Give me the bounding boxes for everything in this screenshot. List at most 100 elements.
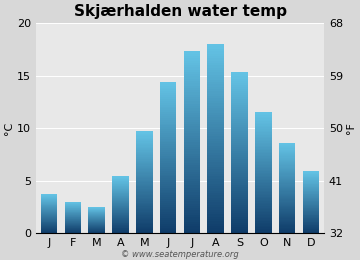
- Bar: [160, 144, 176, 146]
- Bar: [160, 178, 176, 180]
- Bar: [112, 217, 129, 218]
- Bar: [279, 213, 296, 214]
- Bar: [231, 197, 248, 199]
- Bar: [279, 160, 296, 161]
- Bar: [255, 149, 272, 150]
- Y-axis label: °F: °F: [346, 122, 356, 134]
- Bar: [303, 185, 319, 186]
- Bar: [136, 133, 153, 134]
- Bar: [160, 97, 176, 99]
- Bar: [207, 200, 224, 203]
- Bar: [255, 230, 272, 232]
- Bar: [184, 174, 200, 176]
- Bar: [112, 197, 129, 198]
- Bar: [303, 177, 319, 178]
- Bar: [255, 224, 272, 226]
- Bar: [160, 95, 176, 97]
- Bar: [112, 227, 129, 228]
- Bar: [64, 224, 81, 225]
- Bar: [279, 210, 296, 211]
- Bar: [255, 191, 272, 192]
- Bar: [279, 197, 296, 198]
- Bar: [231, 203, 248, 205]
- Bar: [279, 174, 296, 176]
- Bar: [279, 179, 296, 180]
- Bar: [184, 135, 200, 138]
- Bar: [279, 184, 296, 185]
- Bar: [160, 158, 176, 159]
- Bar: [160, 86, 176, 88]
- Bar: [255, 125, 272, 126]
- Bar: [255, 204, 272, 206]
- Bar: [64, 230, 81, 231]
- Bar: [303, 181, 319, 182]
- Bar: [160, 89, 176, 91]
- Bar: [279, 165, 296, 167]
- Bar: [279, 212, 296, 213]
- Bar: [160, 112, 176, 114]
- Bar: [255, 226, 272, 227]
- Bar: [231, 153, 248, 155]
- Bar: [279, 185, 296, 186]
- Bar: [231, 95, 248, 96]
- Bar: [255, 206, 272, 207]
- Bar: [184, 185, 200, 188]
- Bar: [255, 150, 272, 152]
- Bar: [41, 209, 57, 210]
- Bar: [207, 141, 224, 143]
- Bar: [184, 229, 200, 231]
- Bar: [160, 218, 176, 220]
- Bar: [207, 198, 224, 200]
- Bar: [279, 206, 296, 207]
- Bar: [231, 101, 248, 103]
- Bar: [88, 207, 105, 208]
- Bar: [88, 229, 105, 230]
- Bar: [160, 127, 176, 129]
- Bar: [136, 154, 153, 155]
- Bar: [207, 151, 224, 153]
- Bar: [112, 194, 129, 195]
- Bar: [136, 186, 153, 187]
- Bar: [279, 225, 296, 226]
- Bar: [88, 222, 105, 223]
- Bar: [303, 173, 319, 174]
- Bar: [231, 209, 248, 211]
- Bar: [303, 229, 319, 230]
- Bar: [255, 200, 272, 202]
- Bar: [231, 96, 248, 99]
- Bar: [255, 168, 272, 170]
- Bar: [207, 203, 224, 205]
- Bar: [112, 213, 129, 214]
- Bar: [136, 166, 153, 167]
- Bar: [184, 129, 200, 131]
- Bar: [231, 225, 248, 227]
- Bar: [279, 170, 296, 171]
- Bar: [184, 126, 200, 129]
- Bar: [160, 173, 176, 174]
- Bar: [88, 210, 105, 211]
- Bar: [112, 229, 129, 230]
- Bar: [279, 189, 296, 190]
- Bar: [207, 132, 224, 134]
- Bar: [184, 122, 200, 124]
- Bar: [160, 226, 176, 228]
- Bar: [184, 215, 200, 217]
- Bar: [255, 188, 272, 189]
- Bar: [279, 203, 296, 204]
- Bar: [112, 178, 129, 179]
- Bar: [136, 192, 153, 194]
- Bar: [41, 223, 57, 224]
- Bar: [41, 216, 57, 217]
- Bar: [207, 224, 224, 226]
- Bar: [231, 221, 248, 223]
- Bar: [136, 134, 153, 135]
- Bar: [255, 185, 272, 186]
- Bar: [64, 221, 81, 222]
- Bar: [184, 206, 200, 208]
- Bar: [184, 172, 200, 174]
- Bar: [303, 187, 319, 188]
- Bar: [255, 120, 272, 121]
- Bar: [303, 192, 319, 193]
- Bar: [231, 121, 248, 123]
- Bar: [136, 210, 153, 212]
